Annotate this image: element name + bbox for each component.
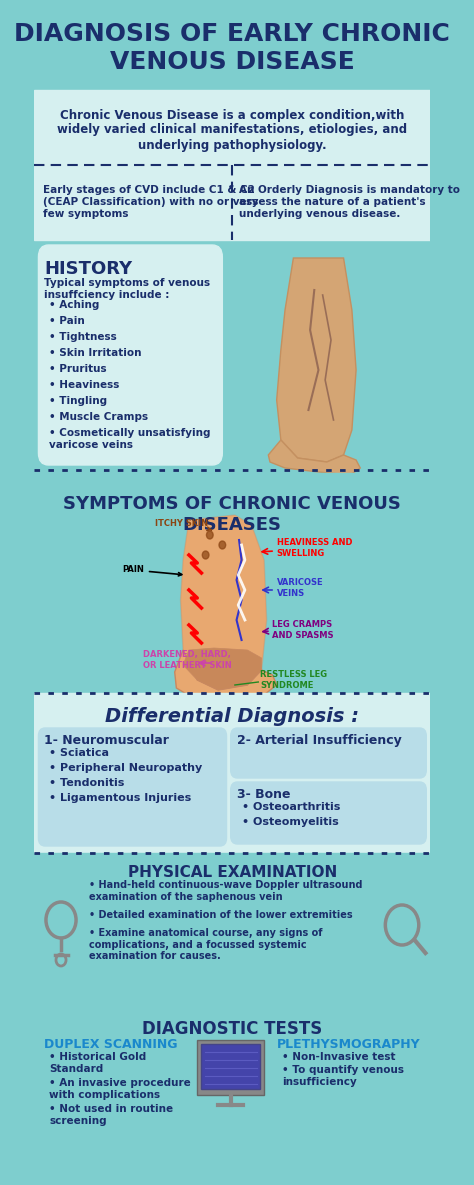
Text: DIAGNOSTIC TESTS: DIAGNOSTIC TESTS [142,1020,322,1038]
FancyBboxPatch shape [34,90,430,165]
Text: DARKENED, HARD,
OR LEATHERY SKIN: DARKENED, HARD, OR LEATHERY SKIN [143,651,232,670]
Text: • Tightness: • Tightness [49,332,117,342]
Polygon shape [175,651,277,700]
Polygon shape [181,515,267,690]
Text: ITCHY SKIN: ITCHY SKIN [155,519,211,531]
Text: • To quantify venous
insufficiency: • To quantify venous insufficiency [282,1065,404,1087]
Text: An Orderly Diagnosis is mandatory to
assess the nature of a patient's
underlying: An Orderly Diagnosis is mandatory to ass… [239,185,460,218]
Text: • Hand-held continuous-wave Doppler ultrasound
examination of the saphenous vein: • Hand-held continuous-wave Doppler ultr… [89,880,362,902]
Text: 2- Arterial Insufficiency: 2- Arterial Insufficiency [237,734,401,747]
Text: Typical symptoms of venous
insuffciency include :: Typical symptoms of venous insuffciency … [44,278,210,300]
Text: • Non-Invasive test: • Non-Invasive test [282,1052,395,1062]
Polygon shape [183,648,262,690]
FancyBboxPatch shape [197,1040,264,1095]
Text: 3- Bone: 3- Bone [237,788,290,801]
Text: • Tendonitis: • Tendonitis [49,779,125,788]
Text: PHYSICAL EXAMINATION: PHYSICAL EXAMINATION [128,865,337,880]
FancyBboxPatch shape [34,853,430,1013]
Text: • Detailed examination of the lower extremities: • Detailed examination of the lower extr… [89,910,352,920]
Text: VARICOSE
VEINS: VARICOSE VEINS [277,578,323,597]
FancyBboxPatch shape [231,728,426,779]
Text: 1- Neuromuscular: 1- Neuromuscular [44,734,169,747]
Text: • Cosmetically unsatisfying
varicose veins: • Cosmetically unsatisfying varicose vei… [49,428,211,449]
Text: Differential Diagnosis :: Differential Diagnosis : [105,707,359,726]
Text: • Not used in routine
screening: • Not used in routine screening [49,1104,173,1126]
Text: • Pruritus: • Pruritus [49,364,107,374]
FancyBboxPatch shape [232,165,430,241]
FancyBboxPatch shape [34,1013,430,1185]
Text: • Examine anatomical course, any signs of
complications, and a focussed systemic: • Examine anatomical course, any signs o… [89,928,322,961]
Text: • Ligamentous Injuries: • Ligamentous Injuries [49,793,191,803]
FancyBboxPatch shape [34,693,430,853]
Text: • Osteoarthritis: • Osteoarthritis [242,802,340,812]
Polygon shape [268,440,360,475]
FancyBboxPatch shape [34,473,430,693]
FancyBboxPatch shape [201,1044,260,1089]
Text: Early stages of CVD include C1 & C2
(CEAP Classification) with no or very
few sy: Early stages of CVD include C1 & C2 (CEA… [43,185,258,218]
Text: RESTLESS LEG
SYNDROME: RESTLESS LEG SYNDROME [260,671,327,690]
FancyBboxPatch shape [34,165,232,241]
Text: • An invasive procedure
with complications: • An invasive procedure with complicatio… [49,1078,191,1100]
Text: • Muscle Cramps: • Muscle Cramps [49,412,148,422]
Text: DIAGNOSIS OF EARLY CHRONIC
VENOUS DISEASE: DIAGNOSIS OF EARLY CHRONIC VENOUS DISEAS… [14,23,450,73]
Text: • Osteomyelitis: • Osteomyelitis [242,816,338,827]
Text: • Peripheral Neuropathy: • Peripheral Neuropathy [49,763,202,773]
Text: • Pain: • Pain [49,316,85,326]
FancyBboxPatch shape [38,728,227,846]
Text: • Aching: • Aching [49,300,100,310]
Text: PLETHYSMOGRAPHY: PLETHYSMOGRAPHY [277,1038,420,1051]
Text: PAIN: PAIN [122,565,182,576]
Circle shape [202,551,209,559]
Text: HEAVINESS AND
SWELLING: HEAVINESS AND SWELLING [277,538,352,558]
FancyBboxPatch shape [34,0,430,90]
Text: • Skin Irritation: • Skin Irritation [49,348,142,358]
Text: SYMPTOMS OF CHRONIC VENOUS
DISEASES: SYMPTOMS OF CHRONIC VENOUS DISEASES [64,495,401,533]
Text: Chronic Venous Disease is a complex condition,with
widely varied clinical manife: Chronic Venous Disease is a complex cond… [57,109,408,152]
Text: LEG CRAMPS
AND SPASMS: LEG CRAMPS AND SPASMS [273,620,334,640]
FancyBboxPatch shape [38,245,222,465]
Text: • Heaviness: • Heaviness [49,380,119,390]
Text: • Sciatica: • Sciatica [49,748,109,758]
Polygon shape [277,258,356,462]
Circle shape [207,531,213,539]
Text: • Historical Gold
Standard: • Historical Gold Standard [49,1052,146,1074]
Text: DUPLEX SCANNING: DUPLEX SCANNING [44,1038,178,1051]
Circle shape [219,542,226,549]
Text: • Tingling: • Tingling [49,396,108,406]
FancyBboxPatch shape [231,782,426,844]
Text: HISTORY: HISTORY [44,260,132,278]
